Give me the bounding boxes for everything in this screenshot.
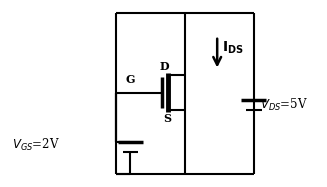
Text: S: S xyxy=(163,113,171,124)
Text: $\mathbf{I_{DS}}$: $\mathbf{I_{DS}}$ xyxy=(222,40,244,56)
Text: $V_{GS}$=2V: $V_{GS}$=2V xyxy=(12,137,60,153)
Text: D: D xyxy=(159,61,169,72)
Text: $V_{DS}$=5V: $V_{DS}$=5V xyxy=(260,97,307,113)
Text: G: G xyxy=(126,74,135,85)
